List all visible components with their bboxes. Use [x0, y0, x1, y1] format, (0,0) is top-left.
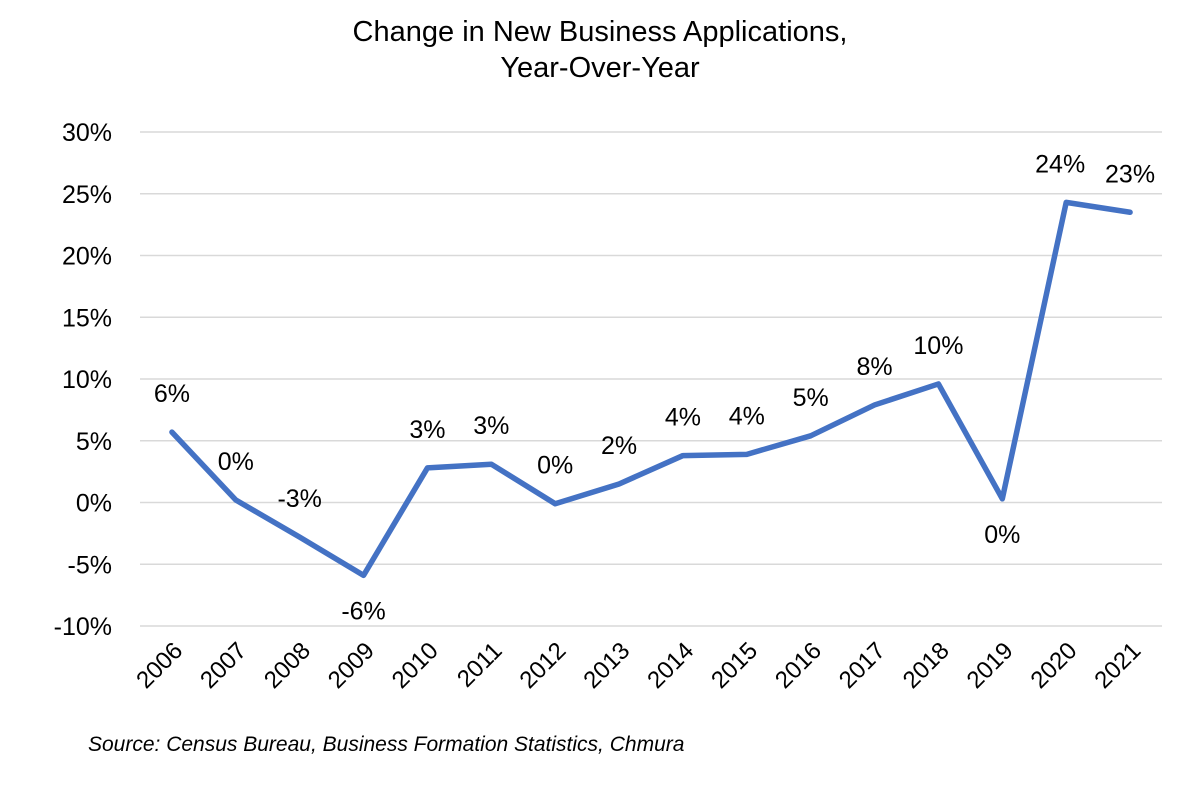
y-tick-label: 25% — [62, 181, 112, 209]
y-tick-label: 30% — [62, 119, 112, 147]
x-tick-label: 2006 — [131, 637, 188, 694]
data-label: 3% — [473, 412, 509, 440]
data-label: 2% — [601, 432, 637, 460]
y-tick-label: 20% — [62, 243, 112, 271]
x-tick-label: 2019 — [962, 637, 1019, 694]
data-label: 4% — [729, 402, 765, 430]
data-label: 24% — [1035, 150, 1085, 178]
data-label: 6% — [154, 380, 190, 408]
chart-title-line-1: Change in New Business Applications, — [352, 16, 848, 48]
data-label: -6% — [341, 597, 385, 625]
data-label: 23% — [1105, 160, 1155, 188]
x-tick-label: 2017 — [834, 637, 891, 694]
data-label: 0% — [218, 448, 254, 476]
x-tick-label: 2008 — [259, 637, 316, 694]
x-tick-label: 2018 — [898, 637, 955, 694]
x-tick-label: 2009 — [323, 637, 380, 694]
x-tick-label: 2016 — [770, 637, 827, 694]
data-label: 3% — [409, 416, 445, 444]
x-tick-label: 2021 — [1089, 637, 1146, 694]
data-label: 0% — [537, 452, 573, 480]
x-tick-label: 2007 — [195, 637, 252, 694]
data-label: 8% — [856, 353, 892, 381]
y-tick-label: 0% — [76, 490, 112, 518]
y-tick-label: -10% — [54, 613, 112, 641]
source-note: Source: Census Bureau, Business Formatio… — [88, 733, 685, 756]
x-tick-label: 2012 — [515, 637, 572, 694]
x-tick-label: 2015 — [706, 637, 763, 694]
x-tick-label: 2010 — [387, 637, 444, 694]
x-tick-label: 2013 — [578, 637, 635, 694]
data-label: 0% — [984, 521, 1020, 549]
x-tick-label: 2020 — [1026, 637, 1083, 694]
y-tick-label: 5% — [76, 428, 112, 456]
data-label: 10% — [913, 332, 963, 360]
x-tick-label: 2014 — [642, 637, 699, 694]
data-label: -3% — [277, 485, 321, 513]
y-tick-label: 10% — [62, 366, 112, 394]
y-tick-label: 15% — [62, 304, 112, 332]
y-tick-label: -5% — [68, 551, 112, 579]
data-label: 5% — [793, 384, 829, 412]
chart-title-line-2: Year-Over-Year — [500, 52, 700, 84]
series-line — [169, 199, 1133, 579]
data-label: 4% — [665, 404, 701, 432]
x-tick-label: 2011 — [452, 637, 508, 693]
